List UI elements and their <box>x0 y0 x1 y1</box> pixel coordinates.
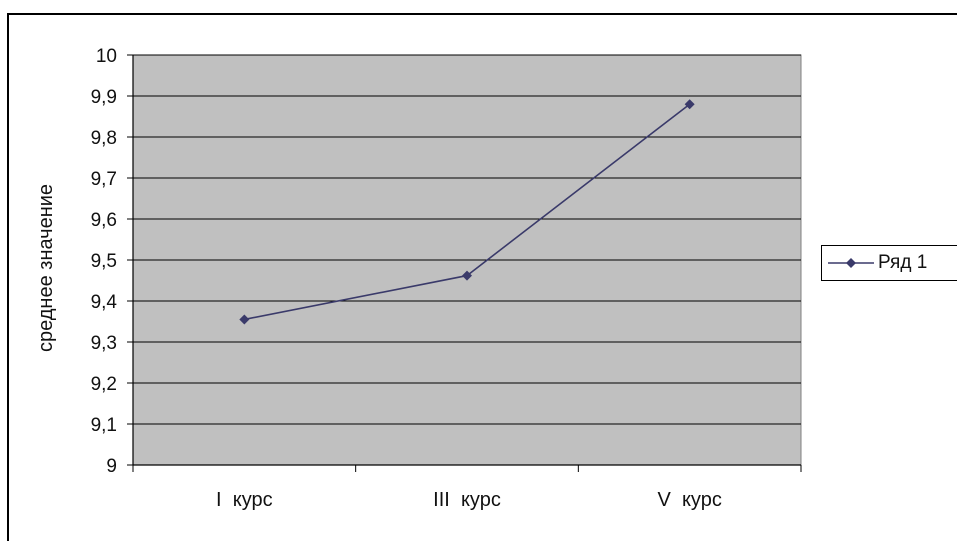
y-tick-label: 9,3 <box>91 333 117 354</box>
chart-frame <box>7 13 957 541</box>
y-tick-label: 9,1 <box>91 415 117 436</box>
gridlines <box>133 54 801 425</box>
legend: Ряд 1 <box>821 245 957 281</box>
legend-label: Ряд 1 <box>878 252 928 273</box>
legend-marker-icon <box>828 258 874 268</box>
y-axis-title: среднее значение <box>35 184 57 352</box>
y-tick-label: 9,2 <box>91 374 117 395</box>
data-point <box>462 270 472 281</box>
y-tick-label: 10 <box>96 46 117 67</box>
x-tick-label: I курс <box>216 489 273 511</box>
y-tick-label: 9,9 <box>91 87 117 108</box>
y-tick-label: 9,7 <box>91 169 117 190</box>
y-tick-label: 9,6 <box>91 210 117 231</box>
data-point <box>684 99 695 110</box>
data-point <box>239 314 250 325</box>
series-layer <box>239 99 695 325</box>
x-tick-labels: I курс III курс V курс <box>216 489 722 511</box>
y-tick-label: 9,4 <box>91 292 118 313</box>
axes <box>127 54 802 472</box>
y-tick-label: 9,8 <box>91 128 117 149</box>
y-tick-label: 9,5 <box>91 251 117 272</box>
y-tick-labels: 9 9,1 9,2 9,3 9,4 9,5 9,6 9,7 9,8 9,9 10 <box>91 46 118 477</box>
x-tick-label: III курс <box>433 489 501 511</box>
y-tick-label: 9 <box>106 456 117 477</box>
x-tick-label: V курс <box>658 489 722 511</box>
